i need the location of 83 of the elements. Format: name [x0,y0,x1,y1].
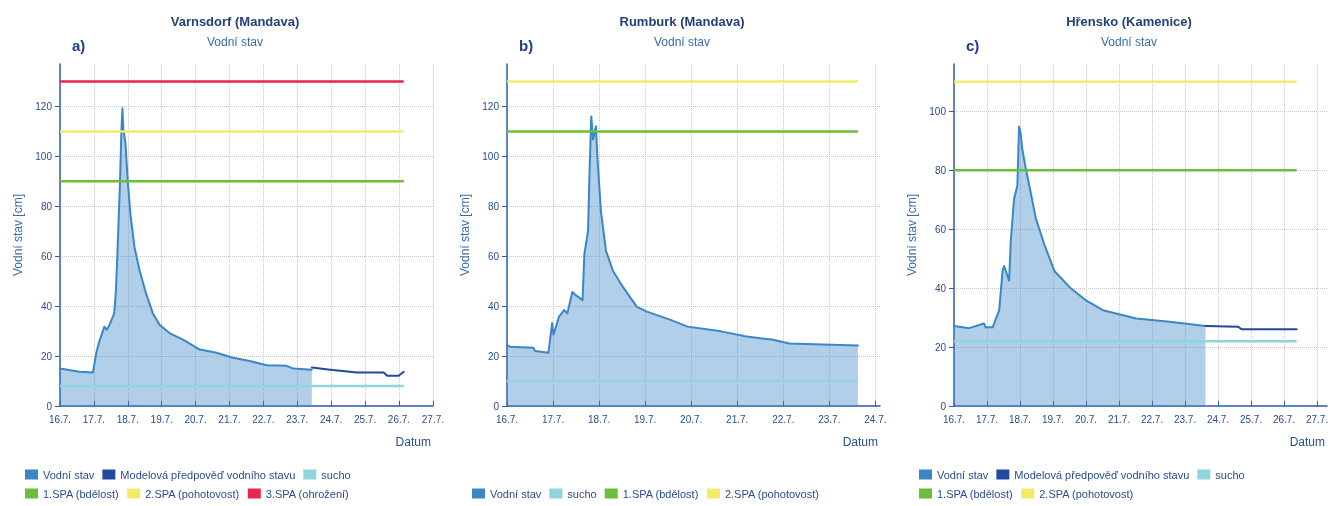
x-tick-label: 18.7. [1008,413,1032,425]
x-tick-label: 26.7. [1272,413,1296,425]
y-tick-label: 80 [934,164,947,176]
legend-label: 1.SPA (bdělost) [937,487,1013,500]
y-tick-label: 60 [487,250,500,262]
legend-label: sucho [1215,468,1245,481]
x-tick-label: 25.7. [353,413,377,425]
x-tick-label: 16.7. [495,413,519,425]
y-tick-label: 80 [487,200,500,212]
legend-label: Vodní stav [490,487,542,500]
legend-label: sucho [567,487,597,500]
y-tick-label: 60 [40,250,53,262]
x-tick-label: 27.7. [421,413,444,425]
y-tick-label: 0 [940,400,947,412]
y-tick-label: 120 [35,100,53,112]
x-tick-label: 16.7. [48,413,72,425]
x-tick-label: 22.7. [772,413,795,425]
y-tick-label: 120 [482,100,500,112]
x-tick-label: 24.7. [1206,413,1230,425]
chart-subtitle: Vodní stav [653,35,711,49]
y-axis-title: Vodní stav [cm] [458,193,472,277]
y-tick-label: 20 [487,350,500,362]
x-tick-label: 20.7. [184,413,207,425]
legend-label: sucho [321,468,351,481]
x-tick-label: 20.7. [1074,413,1098,425]
x-tick-label: 23.7. [1173,413,1197,425]
legend-label: Modelová předpověď vodního stavu [120,468,296,481]
x-tick-label: 24.7. [864,413,887,425]
x-tick-label: 23.7. [818,413,841,425]
y-tick-label: 100 [35,150,53,162]
y-tick-label: 20 [934,341,947,353]
legend-label: Vodní stav [43,468,95,481]
chart-subtitle: Vodní stav [1100,35,1158,49]
x-tick-label: 21.7. [1107,413,1131,425]
x-tick-label: 21.7. [726,413,749,425]
x-axis-title: Datum [842,435,878,449]
y-tick-label: 40 [487,300,500,312]
x-tick-label: 16.7. [942,413,966,425]
y-tick-label: 80 [40,200,53,212]
x-tick-label: 17.7. [82,413,106,425]
legend-label: Modelová předpověď vodního stavu [1014,468,1190,481]
x-tick-label: 26.7. [387,413,411,425]
x-tick-label: 27.7. [1305,413,1329,425]
x-tick-label: 24.7. [320,413,343,425]
x-tick-label: 23.7. [286,413,309,425]
legend-label: Vodní stav [937,468,989,481]
x-tick-label: 19.7. [1041,413,1065,425]
x-tick-label: 22.7. [252,413,275,425]
y-tick-label: 40 [40,300,53,312]
y-tick-label: 0 [493,400,500,412]
x-tick-label: 25.7. [1239,413,1263,425]
text: c) [966,37,980,54]
y-tick-label: 40 [934,282,947,294]
y-tick-label: 60 [934,223,947,235]
legend-label: 2.SPA (pohotovost) [1039,487,1134,500]
y-axis-title: Vodní stav [cm] [905,193,919,277]
y-axis-title: Vodní stav [cm] [11,193,25,277]
x-tick-label: 19.7. [150,413,173,425]
chart-subtitle: Vodní stav [206,35,264,49]
x-tick-label: 19.7. [634,413,657,425]
x-axis-title: Datum [395,435,431,449]
chart-title: Rumburk (Mandava) [619,14,745,29]
x-tick-label: 22.7. [1140,413,1164,425]
x-tick-label: 17.7. [975,413,999,425]
chart-title: Varnsdorf (Mandava) [170,14,300,29]
x-tick-label: 18.7. [587,413,611,425]
legend-label: 2.SPA (pohotovost) [724,487,819,500]
y-tick-label: 100 [929,105,947,117]
x-tick-label: 21.7. [218,413,241,425]
y-tick-label: 0 [46,400,53,412]
text: b) [519,37,534,54]
x-tick-label: 20.7. [680,413,703,425]
legend-label: 1.SPA (bdělost) [622,487,699,500]
y-tick-label: 20 [40,350,53,362]
x-tick-label: 18.7. [116,413,139,425]
chart-title: Hřensko (Kamenice) [1066,14,1192,29]
x-axis-title: Datum [1289,435,1325,449]
y-tick-label: 100 [482,150,500,162]
legend-label: 3.SPA (ohrožení) [265,487,349,500]
x-tick-label: 17.7. [541,413,565,425]
legend-label: 2.SPA (pohotovost) [145,487,240,500]
legend-label: 1.SPA (bdělost) [43,487,119,500]
text: a) [72,37,86,54]
